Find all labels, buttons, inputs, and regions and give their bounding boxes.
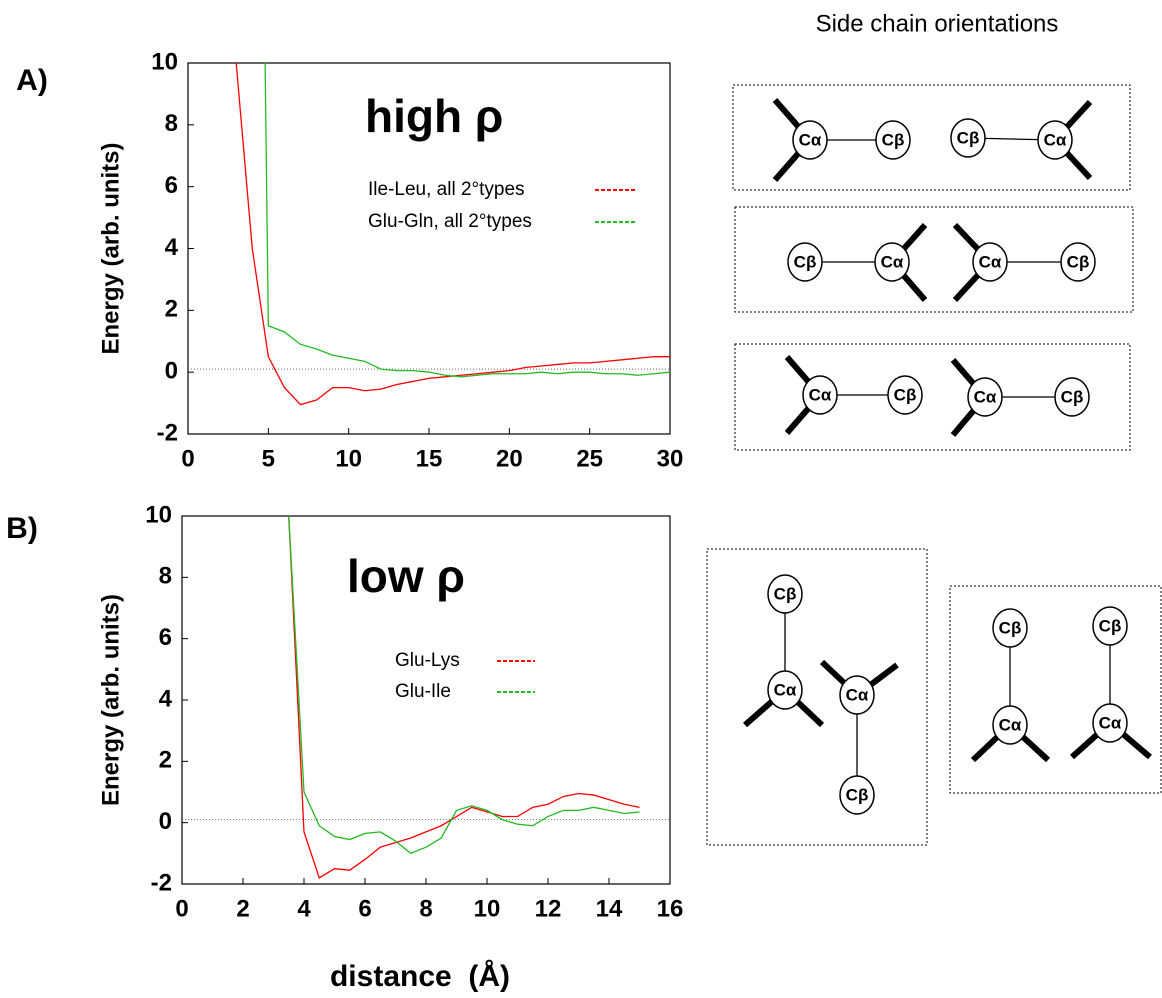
x-tick-label: 5 [262, 445, 275, 472]
legend-label: Glu-Lys [395, 650, 460, 671]
x-tick-label: 12 [535, 895, 562, 922]
atom-label: Cα [999, 715, 1022, 734]
annotation: low ρ [347, 550, 465, 602]
x-tick-label: 8 [419, 895, 432, 922]
atom-label: Cβ [1099, 616, 1122, 635]
atom [972, 242, 1008, 282]
atom [839, 675, 875, 715]
y-axis-label: Energy (arb. units) [97, 142, 124, 354]
atom [967, 377, 1003, 417]
atom [1092, 703, 1128, 743]
atom [887, 375, 923, 415]
y-tick-label: 0 [159, 808, 172, 835]
y-tick-label: 10 [145, 501, 172, 528]
atom [950, 118, 986, 158]
atom-label: Cβ [894, 385, 917, 404]
atom [792, 120, 828, 160]
atom-label: Cα [809, 385, 832, 404]
y-tick-label: 4 [165, 234, 179, 261]
diagram-box [734, 343, 1131, 451]
atom-label: Cα [774, 680, 797, 699]
atom [1054, 377, 1090, 417]
x-tick-label: 10 [474, 895, 501, 922]
atom [787, 242, 823, 282]
panel-label: B) [6, 512, 38, 545]
atom [992, 608, 1028, 648]
atom-label: Cα [1044, 130, 1067, 149]
atom-label: Cα [1099, 713, 1122, 732]
y-tick-label: 10 [151, 48, 178, 75]
atom [802, 375, 838, 415]
legend-label: Glu-Ile [395, 681, 451, 702]
atom [874, 242, 910, 282]
y-tick-label: 2 [165, 296, 178, 323]
y-tick-label: -2 [151, 869, 172, 896]
y-tick-label: 0 [165, 358, 178, 385]
x-tick-label: 2 [236, 895, 249, 922]
panel-label: A) [16, 64, 48, 97]
atom [1060, 242, 1096, 282]
x-tick-label: 4 [297, 895, 311, 922]
atom [767, 574, 803, 614]
line-series [288, 516, 640, 879]
atom-label: Cβ [882, 130, 905, 149]
diagram-box [949, 585, 1162, 794]
atom-label: Cβ [774, 584, 797, 603]
atom [875, 120, 911, 160]
atom-label: Cβ [794, 252, 817, 271]
y-tick-label: 4 [159, 685, 173, 712]
atom-label: Cα [846, 685, 869, 704]
atom-label: Cα [799, 130, 822, 149]
diagram-box [734, 206, 1134, 313]
x-tick-label: 14 [596, 895, 623, 922]
x-tick-label: 0 [175, 895, 188, 922]
y-tick-label: 2 [159, 747, 172, 774]
diagram-box [706, 548, 928, 846]
atom [992, 705, 1028, 745]
x-axis-label: distance (Å) [330, 960, 510, 993]
x-tick-label: 25 [576, 445, 603, 472]
x-tick-label: 20 [496, 445, 523, 472]
legend-label: Glu-Gln, all 2°types [368, 211, 532, 232]
y-tick-label: -2 [157, 419, 178, 446]
atom-label: Cβ [846, 785, 869, 804]
atom [767, 670, 803, 710]
line-series [264, 63, 670, 378]
atom-label: Cα [881, 252, 904, 271]
y-tick-label: 8 [159, 563, 172, 590]
y-tick-label: 8 [165, 110, 178, 137]
diagram-box [732, 84, 1131, 191]
atom-label: Cα [979, 252, 1002, 271]
atom-label: Cα [974, 387, 997, 406]
atom [1037, 120, 1073, 160]
y-tick-label: 6 [165, 172, 178, 199]
x-tick-label: 6 [358, 895, 371, 922]
atom-label: Cβ [999, 618, 1022, 637]
line-series [288, 516, 640, 855]
atom-label: Cβ [1061, 387, 1084, 406]
x-tick-label: 10 [335, 445, 362, 472]
atom-label: Cβ [957, 128, 980, 147]
y-tick-label: 6 [159, 624, 172, 651]
annotation: high ρ [365, 90, 503, 142]
x-tick-label: 16 [657, 895, 684, 922]
y-axis-label: Energy (arb. units) [97, 594, 124, 806]
legend-label: Ile-Leu, all 2°types [368, 179, 525, 200]
atom-label: Cβ [1067, 252, 1090, 271]
atom [839, 775, 875, 815]
diagram-title: Side chain orientations [816, 10, 1059, 37]
x-tick-label: 30 [657, 445, 684, 472]
atom [1092, 606, 1128, 646]
x-tick-label: 15 [416, 445, 443, 472]
x-tick-label: 0 [181, 445, 194, 472]
